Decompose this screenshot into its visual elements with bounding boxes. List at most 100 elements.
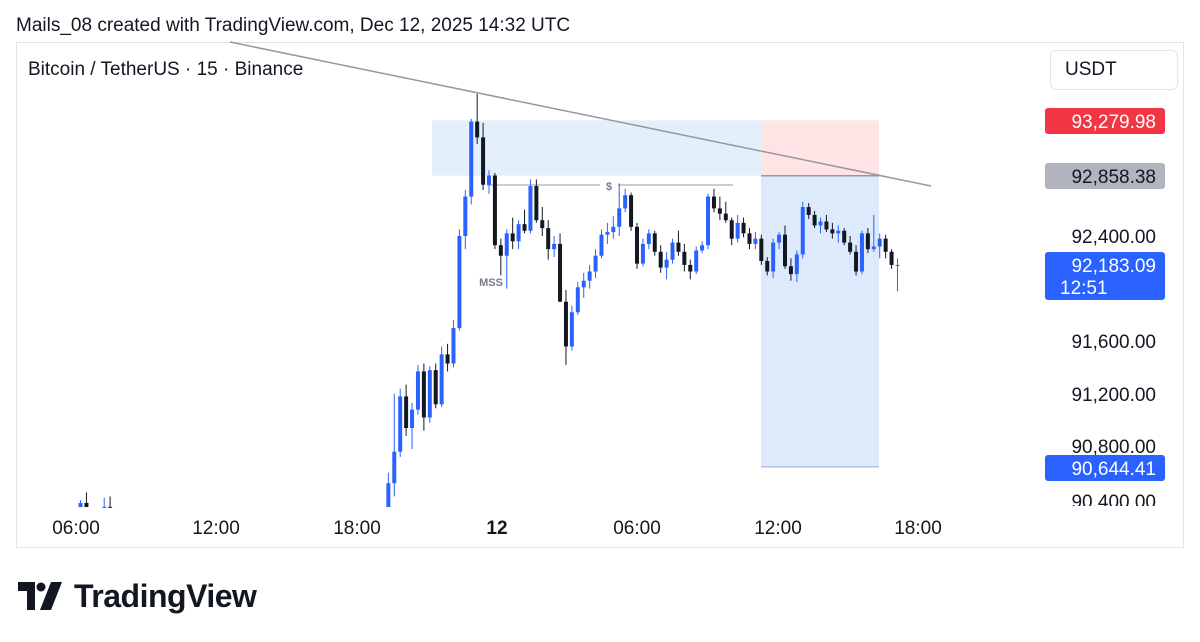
chart-caption: Mails_08 created with TradingView.com, D…	[16, 15, 571, 36]
candle-body	[445, 354, 450, 364]
candle-body	[783, 234, 787, 267]
x-tick: 18:00	[333, 518, 381, 539]
candle-body	[469, 121, 474, 197]
candle-body	[694, 250, 699, 272]
candle-body	[753, 238, 758, 244]
candle-body	[457, 236, 462, 329]
candle-body	[552, 243, 557, 250]
y-tick: 91,200.00	[1071, 385, 1156, 406]
countdown-label: 12:51	[1060, 278, 1108, 299]
candle-body	[398, 396, 403, 452]
candle-body	[635, 226, 639, 264]
currency-button[interactable]: USDT	[1050, 50, 1178, 90]
candle-body	[421, 371, 426, 418]
candle-body	[439, 354, 444, 405]
candle-body	[581, 280, 586, 288]
candle-body	[824, 221, 829, 230]
x-tick: 12:00	[754, 518, 802, 539]
current-price-badge	[1045, 252, 1165, 300]
candle-body	[658, 251, 663, 268]
candle-body	[871, 246, 876, 250]
x-tick: 06:00	[52, 518, 100, 539]
y-tick: 92,400.00	[1071, 227, 1156, 248]
stop-price-label: 93,279.98	[1071, 112, 1156, 133]
candle-body	[717, 208, 722, 214]
candle-body	[534, 186, 539, 221]
candle-body	[842, 230, 847, 243]
candle-body	[617, 208, 622, 227]
mss-annotation: MSS	[479, 277, 503, 289]
candle-body	[463, 196, 468, 236]
candle-body	[818, 221, 823, 226]
candle-body	[670, 242, 675, 260]
candle-body	[765, 260, 770, 272]
x-tick: 18:00	[894, 518, 942, 539]
candle-body	[475, 121, 480, 138]
candle-body	[800, 207, 805, 255]
stop-price-badge	[1045, 108, 1165, 134]
y-tick: 90,400.00	[1071, 492, 1156, 513]
x-tick-day: 12	[486, 518, 507, 539]
candle-body	[664, 259, 669, 268]
candle-body	[433, 370, 438, 405]
candle-body	[676, 242, 681, 252]
y-tick-clip: 90,400.00	[1071, 492, 1156, 513]
y-tick: 90,800.00	[1071, 437, 1156, 458]
candle-body	[558, 243, 563, 302]
candle-body	[415, 371, 420, 410]
candle-body	[682, 251, 687, 265]
candle-body	[569, 312, 574, 347]
candle-body	[563, 301, 568, 347]
target-price-badge	[1045, 455, 1165, 481]
symbol-title[interactable]: Bitcoin / TetherUS · 15 · Binance	[28, 59, 304, 80]
candle-body	[84, 502, 89, 507]
candle-body	[492, 175, 497, 246]
candle-body	[895, 264, 900, 266]
x-tick: 06:00	[613, 518, 661, 539]
candle-body	[386, 483, 391, 507]
candle-body	[427, 370, 432, 418]
candle-body	[78, 502, 83, 507]
current-price-label: 92,183.09	[1071, 256, 1156, 277]
chart-frame	[16, 42, 1184, 548]
candle-body	[487, 175, 491, 185]
candle-body	[652, 233, 657, 252]
candle-body	[451, 328, 456, 364]
candle-body	[688, 264, 693, 272]
candle-body	[599, 234, 604, 256]
candle-body	[410, 409, 415, 428]
tradingview-logo[interactable]: TradingView	[18, 577, 257, 614]
candle-body	[723, 213, 728, 221]
tradingview-logo-icon	[18, 582, 62, 610]
resistance-trendline[interactable]	[229, 41, 932, 187]
candles-layer	[78, 93, 900, 508]
candle-body	[392, 451, 397, 484]
take-profit-zone[interactable]	[761, 175, 879, 467]
candle-body	[646, 233, 651, 244]
candle-body	[498, 245, 503, 256]
candle-body	[788, 266, 793, 275]
candle-body	[794, 254, 799, 275]
brand-name: TradingView	[74, 577, 257, 614]
stop-loss-zone[interactable]	[761, 120, 879, 176]
entry-highlight-zone	[432, 120, 761, 176]
candle-body	[859, 233, 864, 272]
candle-body	[830, 229, 835, 234]
candle-body	[528, 186, 533, 231]
candle-body	[729, 220, 734, 239]
candle-body	[605, 232, 610, 235]
candle-body	[747, 233, 752, 244]
candle-body	[877, 238, 882, 247]
y-tick: 91,600.00	[1071, 332, 1156, 353]
entry-price-label: 92,858.38	[1071, 167, 1156, 188]
candle-body	[516, 224, 521, 242]
candle-body	[611, 226, 616, 233]
candle-body	[759, 238, 764, 261]
candle-body	[777, 234, 782, 243]
candle-body	[510, 233, 515, 242]
candle-body	[629, 195, 634, 227]
entry-price-badge	[1045, 163, 1165, 189]
candle-body	[504, 233, 509, 256]
candle-body	[812, 214, 817, 226]
